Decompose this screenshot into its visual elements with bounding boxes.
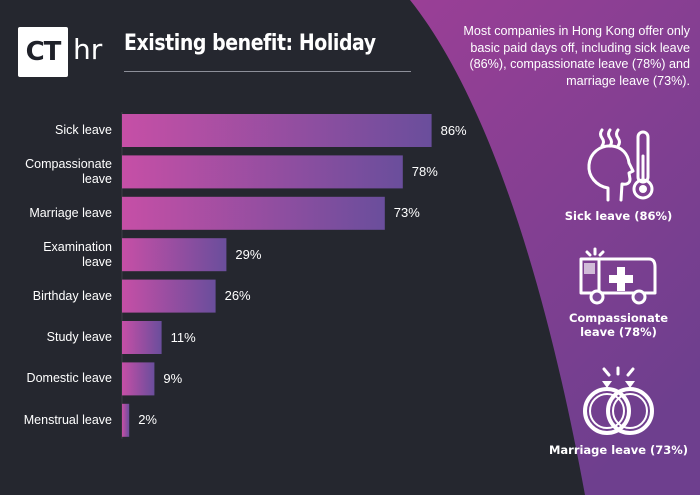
title-divider bbox=[124, 71, 411, 72]
category-label: Study leave bbox=[46, 330, 112, 344]
value-label: 2% bbox=[138, 412, 157, 428]
category-label: Marriage leave bbox=[29, 205, 112, 220]
value-label: 9% bbox=[163, 370, 183, 386]
sick-head-thermometer-icon bbox=[587, 128, 654, 202]
wedding-rings-icon bbox=[583, 366, 654, 435]
category-label: Domestic leave bbox=[26, 371, 112, 386]
category-label: Examination leave bbox=[43, 239, 112, 269]
bar-chart bbox=[121, 112, 432, 439]
logo: CT bbox=[18, 27, 68, 77]
category-label: Menstrual leave bbox=[23, 412, 112, 427]
category-label: Birthday leave bbox=[32, 288, 112, 303]
bar-2 bbox=[122, 196, 385, 230]
logo-suffix: hr bbox=[73, 33, 103, 66]
value-label: 11% bbox=[170, 329, 196, 345]
value-label: 73% bbox=[393, 205, 420, 221]
value-label: 26% bbox=[224, 288, 251, 304]
bar-5 bbox=[122, 321, 162, 354]
bar-4 bbox=[122, 279, 216, 313]
marriage-leave-highlight-label: Marriage leave (73%) bbox=[548, 443, 689, 457]
ambulance-icon bbox=[579, 247, 657, 305]
bar-7 bbox=[122, 403, 130, 437]
value-label: 29% bbox=[235, 246, 262, 262]
side-panel bbox=[410, 0, 700, 495]
category-label: Sick leave bbox=[55, 123, 112, 137]
sick-leave-highlight-label: Sick leave (86%) bbox=[564, 209, 673, 223]
bar-6 bbox=[122, 362, 155, 396]
value-label: 78% bbox=[411, 163, 438, 179]
bar-3 bbox=[122, 238, 227, 272]
category-label: Compassionate leave bbox=[25, 156, 112, 186]
bar-0 bbox=[122, 114, 432, 147]
logo-text: CT bbox=[25, 37, 62, 67]
value-label: 86% bbox=[440, 122, 467, 138]
intro-text: Most companies in Hong Kong offer only b… bbox=[463, 24, 690, 89]
bar-1 bbox=[122, 155, 403, 189]
page-title: Existing benefit: Holiday bbox=[124, 31, 376, 56]
compassionate-leave-highlight-label: Compassionate leave (78%) bbox=[568, 311, 669, 339]
